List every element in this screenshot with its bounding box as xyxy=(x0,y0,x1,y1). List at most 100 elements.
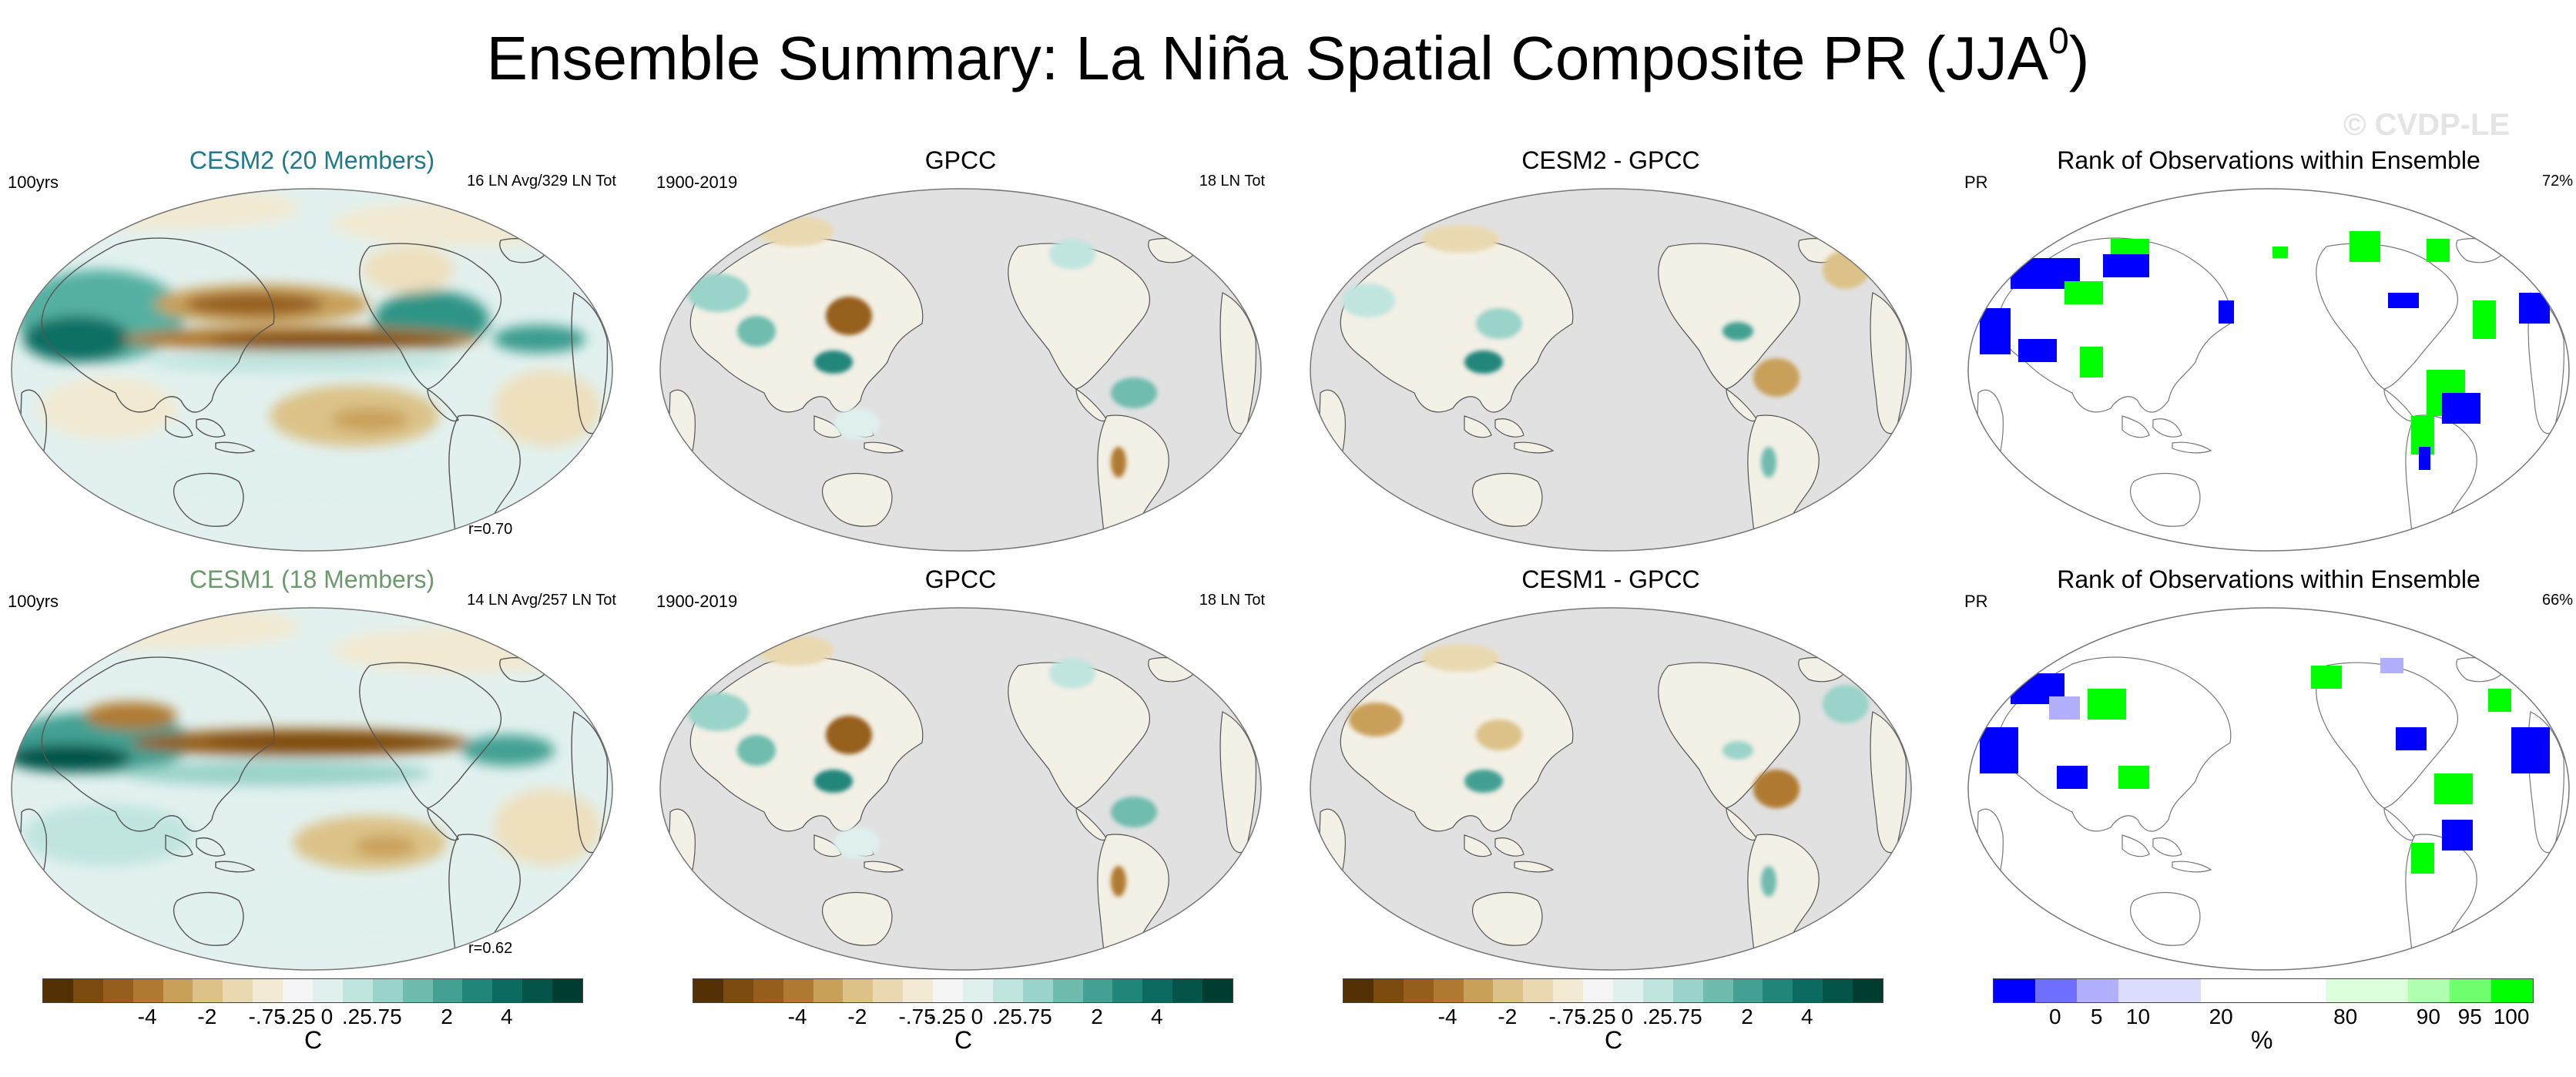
colorbar-swatch xyxy=(253,979,283,1002)
model-map xyxy=(11,188,613,552)
colorbar-tick-label: .75 xyxy=(1672,1005,1702,1028)
colorbar-swatch xyxy=(1553,979,1584,1002)
colorbar-swatch xyxy=(2201,979,2243,1002)
colorbar-swatch xyxy=(1994,979,2035,1002)
colorbar-tick-label: 2 xyxy=(441,1005,453,1028)
event-count-label: 18 LN Tot xyxy=(1199,592,1265,609)
colorbar-swatch xyxy=(1732,979,1763,1002)
colorbar-tick-label: .75 xyxy=(1021,1005,1052,1028)
colorbar-swatch xyxy=(72,979,103,1002)
colorbar-swatch xyxy=(462,979,493,1002)
colorbar-tick-labels: -4 -2 -.75 -.25 0 .25.75 2 4 xyxy=(1343,1005,1883,1029)
colorbar-tick-label: 4 xyxy=(500,1005,513,1028)
colorbar-tick-label: -4 xyxy=(137,1005,157,1028)
colorbar-tick-label: -2 xyxy=(197,1005,217,1028)
panel-title: Rank of Observations within Ensemble xyxy=(2057,146,2480,174)
colorbar-swatch xyxy=(1343,979,1374,1002)
panel-title: Rank of Observations within Ensemble xyxy=(2057,565,2480,593)
colorbar-swatch xyxy=(2034,979,2077,1002)
panel-title: GPCC xyxy=(924,565,997,593)
colorbar-tick-label: -4 xyxy=(1437,1005,1457,1028)
colorbar-swatch xyxy=(1493,979,1524,1002)
colorbar-rank: 0 5 10 20 80 90 95 100 % xyxy=(1993,978,2547,1055)
colorbar-unit: C xyxy=(954,1026,973,1054)
colorbar-swatch xyxy=(933,979,964,1002)
colorbar-tick-label: 80 xyxy=(2333,1005,2358,1028)
percent-label: 66% xyxy=(2541,592,2573,609)
colorbar-unit: % xyxy=(2251,1026,2273,1054)
colorbar-tick-labels: -4 -2 -.75 -.25 0 .25.75 2 4 xyxy=(693,1005,1233,1029)
colorbar-tick-label: -4 xyxy=(787,1005,807,1028)
colorbar-swatch xyxy=(492,979,523,1002)
colorbar-swatch xyxy=(903,979,934,1002)
colorbar-swatch xyxy=(2159,979,2202,1002)
colorbar-tick-labels: 0 5 10 20 80 90 95 100 xyxy=(1993,1005,2534,1029)
colorbar-tick-label: 5 xyxy=(2090,1005,2103,1028)
colorbar-swatch xyxy=(1702,979,1733,1002)
colorbar-precip-1: -4 -2 -.75 -.25 0 .25.75 2 4 C xyxy=(42,978,597,1055)
colorbar-tick-label: 10 xyxy=(2125,1005,2151,1028)
colorbar-swatch xyxy=(193,979,223,1002)
colorbar-precip-2: -4 -2 -.75 -.25 0 .25.75 2 4 C xyxy=(693,978,1247,1055)
event-count-label: 16 LN Avg/329 LN Tot xyxy=(467,173,616,190)
colorbar-swatch xyxy=(1823,979,1853,1002)
colorbar-swatch xyxy=(102,979,133,1002)
colorbar-swatch xyxy=(522,979,553,1002)
colorbar-swatch xyxy=(1583,979,1614,1002)
event-count-label: 18 LN Tot xyxy=(1199,173,1265,190)
colorbar-swatch xyxy=(723,979,753,1002)
variable-label: PR xyxy=(1964,173,1988,192)
colorbar-tick-label: 100 xyxy=(2493,1005,2530,1028)
colorbar-swatch xyxy=(223,979,253,1002)
colorbar-tick-labels: -4 -2 -.75 -.25 0 .25.75 2 4 xyxy=(42,1005,583,1029)
colorbar-unit: C xyxy=(1605,1026,1623,1054)
colorbar-swatches xyxy=(1993,978,2534,1003)
panel-title: CESM2 (20 Members) xyxy=(189,146,435,174)
colorbar-tick-label: -2 xyxy=(847,1005,867,1028)
colorbar-swatches xyxy=(693,978,1233,1003)
colorbar-swatch xyxy=(2491,979,2533,1002)
colorbar-tick-label: .25 xyxy=(341,1005,372,1028)
colorbar-swatches xyxy=(1343,978,1883,1003)
panel-rank-bottom: Rank of Observations within Ensemble PR … xyxy=(1964,535,2573,971)
years-label: 1900-2019 xyxy=(656,592,738,611)
colorbar-swatch xyxy=(1082,979,1113,1002)
rank-map xyxy=(1967,188,2570,552)
colorbar-tick-label: 95 xyxy=(2457,1005,2482,1028)
years-label: 100yrs xyxy=(8,592,59,611)
colorbar-swatch xyxy=(753,979,783,1002)
colorbar-swatch xyxy=(342,979,373,1002)
colorbar-tick-label: 0 xyxy=(971,1005,984,1028)
colorbar-swatch xyxy=(1142,979,1173,1002)
colorbar-swatch xyxy=(1172,979,1203,1002)
colorbar-swatch xyxy=(783,979,813,1002)
colorbar-tick-label: -.75 xyxy=(898,1005,936,1028)
pattern-correlation: r=0.62 xyxy=(468,940,513,957)
colorbar-swatch xyxy=(873,979,904,1002)
colorbar-swatch xyxy=(1793,979,1823,1002)
watermark: © CVDP-LE xyxy=(2343,108,2511,142)
panel-title: CESM2 - GPCC xyxy=(1521,146,1700,174)
colorbar-swatch xyxy=(813,979,844,1002)
colorbar-tick-label: -.75 xyxy=(248,1005,286,1028)
colorbar-swatch xyxy=(1403,979,1434,1002)
colorbar-swatch xyxy=(1433,979,1464,1002)
colorbar-tick-label: 2 xyxy=(1741,1005,1753,1028)
observation-map xyxy=(659,188,1262,552)
colorbar-swatch xyxy=(43,979,73,1002)
colorbar-swatch xyxy=(843,979,874,1002)
colorbar-swatch xyxy=(163,979,193,1002)
rank-map xyxy=(1967,607,2570,971)
colorbar-swatch xyxy=(1613,979,1643,1002)
colorbar-tick-label: .25 xyxy=(991,1005,1022,1028)
colorbar-tick-label: 90 xyxy=(2416,1005,2440,1028)
percent-label: 72% xyxy=(2541,173,2573,190)
colorbar-swatch xyxy=(1112,979,1143,1002)
colorbar-swatch xyxy=(2366,979,2409,1002)
colorbar-tick-label: 0 xyxy=(320,1005,334,1028)
variable-label: PR xyxy=(1964,592,1988,611)
colorbar-swatch xyxy=(2118,979,2160,1002)
colorbar-swatch xyxy=(693,979,723,1002)
colorbar-swatch xyxy=(1202,979,1233,1002)
model-map xyxy=(11,607,613,971)
